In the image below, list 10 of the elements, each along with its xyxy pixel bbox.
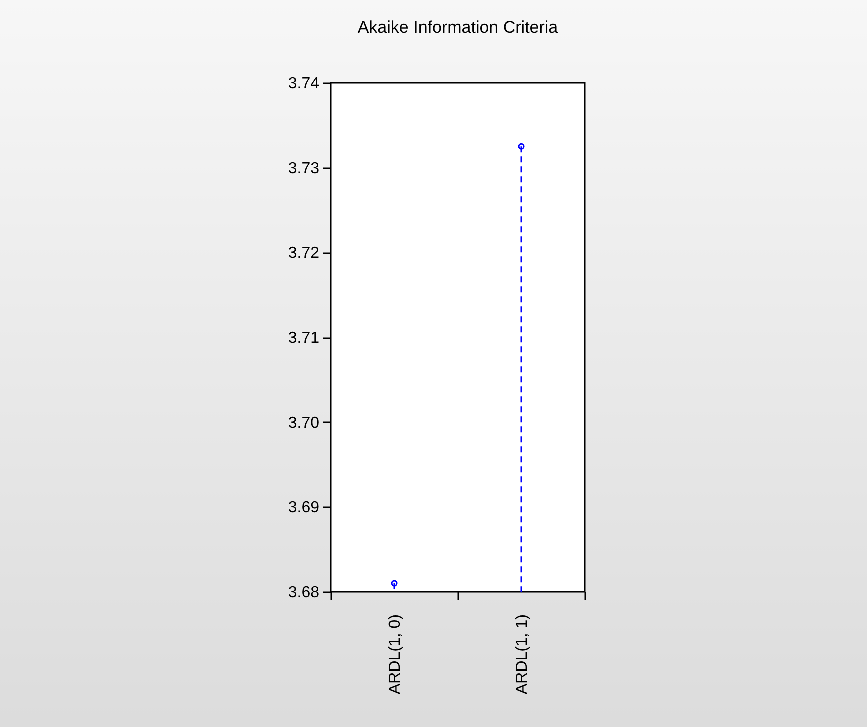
x-tick-label: ARDL(1, 1) xyxy=(514,614,531,695)
y-tick-label: 3.71 xyxy=(288,330,320,347)
y-tick-label: 3.72 xyxy=(288,245,320,262)
y-tick-label: 3.74 xyxy=(288,76,320,92)
y-tick-label: 3.68 xyxy=(288,584,320,602)
y-tick-label: 3.70 xyxy=(288,414,320,432)
y-tick-label: 3.69 xyxy=(288,500,320,517)
chart-title: Akaike Information Criteria xyxy=(358,18,559,37)
y-tick-label: 3.73 xyxy=(288,160,320,178)
x-tick-label: ARDL(1, 0) xyxy=(387,614,404,695)
